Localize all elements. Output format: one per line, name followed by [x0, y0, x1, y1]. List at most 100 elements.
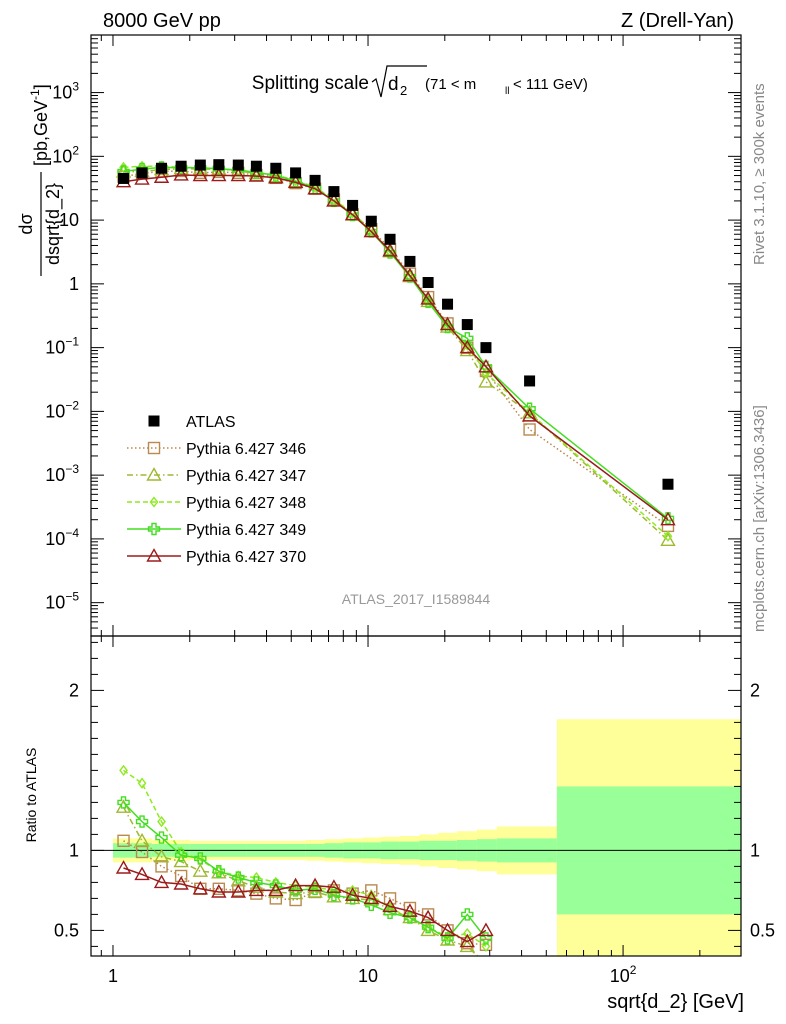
- atlas-data-point: [136, 167, 148, 179]
- ratio-series-4-point: [134, 866, 150, 881]
- ratio-series-4-point: [230, 884, 246, 898]
- atlas-data-point: [270, 162, 282, 174]
- main-series-4-point: [382, 242, 398, 257]
- ratio-series-3-point: [308, 882, 322, 895]
- atlas-data-point: [347, 199, 359, 211]
- y-tick-label: 10−1: [45, 335, 79, 358]
- ratio-series-1-point: [439, 932, 456, 946]
- main-series-0-point: [523, 423, 536, 436]
- ratio-series-0-point: [155, 860, 168, 873]
- ratio-y-tick-label-right: 2: [750, 680, 760, 700]
- main-y-label: dσ dsqrt{d_2} [pb,GeV-1]: [16, 84, 64, 276]
- ratio-series-4-point: [326, 879, 342, 893]
- ratio-y-tick-label: 0.5: [54, 920, 79, 940]
- legend-label-atlas: ATLAS: [186, 414, 236, 431]
- ratio-series-1-point: [173, 853, 189, 868]
- header-left: 8000 GeV pp: [103, 10, 221, 32]
- ratio-series-4-point: [478, 922, 494, 937]
- legend-marker-atlas: [148, 415, 160, 427]
- atlas-data-point: [384, 233, 396, 245]
- ratio-series-3-point: [232, 871, 245, 884]
- ratio-series-4-point: [211, 884, 227, 898]
- ratio-series-3-point: [346, 892, 359, 905]
- main-series-3-point: [441, 320, 454, 334]
- main-series-4-point: [326, 192, 342, 207]
- y-tick-label: 103: [52, 80, 79, 103]
- ylabel-numerator: dσ: [16, 213, 36, 234]
- x-axis-label: sqrt{d_2} [GeV]: [607, 991, 744, 1013]
- ratio-series-2-point: [157, 815, 166, 828]
- atlas-data-point: [118, 172, 130, 184]
- main-series-4-point: [363, 223, 379, 238]
- legend-label-3: Pythia 6.427 349: [186, 522, 306, 539]
- legend-label-0: Pythia 6.427 346: [186, 441, 306, 458]
- sqrt-sign: [371, 65, 427, 98]
- y-tick-label: 10−5: [45, 590, 79, 613]
- ratio-series-4-point: [153, 874, 170, 889]
- atlas-data-point: [404, 255, 416, 267]
- ratio-series-1-point: [134, 832, 150, 847]
- ratio-series-1-point: [192, 863, 209, 877]
- main-series-4-point: [439, 316, 456, 331]
- ratio-series-3-point: [117, 796, 130, 809]
- main-frame: [90, 34, 742, 637]
- title-range-sub: ll: [505, 86, 509, 97]
- y-tick-label: 1: [69, 274, 79, 294]
- legend-marker-4: [146, 548, 162, 562]
- atlas-data-point: [480, 342, 492, 354]
- atlas-data-point: [422, 277, 434, 289]
- main-series-4-point: [521, 407, 538, 422]
- y-tick-label: 10: [59, 210, 79, 230]
- main-series-line-4: [123, 174, 669, 521]
- ratio-series-3-point: [421, 921, 435, 934]
- ratio-series-3-point: [212, 865, 226, 878]
- atlas-data-point: [290, 167, 302, 179]
- main-series-4-point: [248, 168, 265, 182]
- atlas-data-point: [175, 160, 187, 172]
- main-series-4-point: [153, 169, 170, 183]
- ratio-series-2-point: [137, 777, 147, 789]
- mcplots-label: mcplots.cern.ch [arXiv:1306.3436]: [751, 405, 768, 632]
- ratio-y-tick-label-right: 0.5: [750, 920, 775, 940]
- ratio-series-4-point: [382, 898, 398, 913]
- legend-marker-0: [147, 441, 161, 455]
- ratio-series-1-point: [248, 879, 265, 893]
- title-main: Splitting scale: [252, 73, 369, 94]
- ylabel-units-end: ]: [31, 84, 51, 89]
- ratio-series-0-point: [269, 892, 283, 905]
- x-tick-label: 1: [108, 966, 118, 986]
- legend-marker-2: [149, 496, 159, 508]
- atlas-data-point: [309, 174, 321, 186]
- ratio-series-4-point: [268, 882, 284, 897]
- legend-entry-0: Pythia 6.427 346: [127, 441, 306, 458]
- legend-label-4: Pythia 6.427 370: [186, 549, 306, 566]
- ratio-series-4-point: [420, 909, 436, 924]
- rivet-label: Rivet 3.1.10, ≥ 300k events: [751, 83, 768, 265]
- legend-entry-2: Pythia 6.427 348: [127, 495, 306, 512]
- y-tick-label: 10−4: [45, 526, 79, 549]
- watermark: ATLAS_2017_I1589844: [342, 591, 491, 607]
- main-series-4-point: [478, 358, 494, 373]
- legend-entry-atlas: ATLAS: [148, 414, 236, 431]
- ratio-series-4-point: [173, 876, 189, 890]
- ratio-series-1-point: [268, 884, 284, 898]
- ylabel-units-text: [pb,GeV: [31, 100, 51, 166]
- ratio-series-1-point: [459, 938, 475, 953]
- ratio-y-tick-label: 2: [69, 680, 79, 700]
- ratio-series-3-point: [461, 908, 474, 921]
- atlas-data-point: [156, 162, 168, 174]
- main-series-3-point: [383, 246, 397, 259]
- x-tick-label: 102: [610, 963, 637, 986]
- ratio-y-tick-label-right: 1: [750, 840, 760, 860]
- atlas-data-point: [461, 319, 473, 331]
- main-series-4-point: [211, 167, 227, 182]
- ratio-series-3-point: [441, 932, 454, 945]
- y-tick-label: 10−3: [45, 462, 79, 485]
- ratio-series-3-point: [479, 932, 493, 945]
- atlas-data-point: [328, 186, 340, 198]
- main-series-4-point: [459, 339, 475, 354]
- ratio-series-0-point: [117, 834, 130, 847]
- ratio-series-4-point: [402, 903, 418, 917]
- title-sqrt-d: d: [388, 74, 399, 95]
- chart-title: Splitting scale d 2 (71 < m ll < 111 GeV…: [252, 65, 588, 98]
